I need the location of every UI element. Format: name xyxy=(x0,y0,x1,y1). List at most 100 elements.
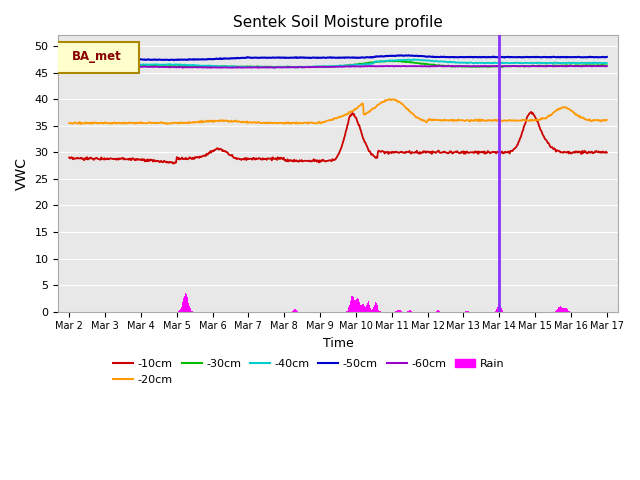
-40cm xyxy=(410,57,418,62)
FancyBboxPatch shape xyxy=(56,42,140,72)
-50cm xyxy=(65,55,73,60)
Line: -10cm: -10cm xyxy=(69,112,607,164)
-10cm xyxy=(131,157,138,163)
-40cm xyxy=(271,65,278,71)
Bar xyxy=(497,307,498,312)
Bar xyxy=(348,310,349,312)
Title: Sentek Soil Moisture profile: Sentek Soil Moisture profile xyxy=(233,15,443,30)
Bar xyxy=(370,308,371,312)
-60cm xyxy=(131,64,138,70)
-30cm xyxy=(404,59,412,65)
Bar xyxy=(559,307,560,312)
-20cm xyxy=(404,107,412,112)
Bar xyxy=(364,306,365,312)
Bar xyxy=(353,297,354,312)
Bar xyxy=(561,307,563,312)
Bar xyxy=(180,309,181,312)
-60cm xyxy=(185,65,193,71)
-50cm xyxy=(404,52,412,58)
Bar xyxy=(397,311,398,312)
-40cm xyxy=(213,63,221,69)
Bar xyxy=(437,310,438,312)
X-axis label: Time: Time xyxy=(323,337,353,350)
Bar xyxy=(348,307,349,312)
Bar xyxy=(374,303,376,312)
-10cm xyxy=(527,109,535,115)
-40cm xyxy=(603,60,611,66)
Bar xyxy=(563,308,564,312)
Bar xyxy=(498,304,499,312)
Bar xyxy=(438,310,439,312)
-50cm xyxy=(420,53,428,59)
Bar xyxy=(188,300,189,312)
-40cm xyxy=(65,62,73,68)
-30cm xyxy=(131,63,138,69)
Bar xyxy=(179,311,180,312)
Bar xyxy=(293,310,294,312)
-20cm xyxy=(603,117,611,123)
Bar xyxy=(352,296,353,312)
-50cm xyxy=(603,54,611,60)
-20cm xyxy=(131,120,138,126)
Bar xyxy=(397,310,399,312)
Bar xyxy=(371,310,372,312)
Bar xyxy=(361,305,362,312)
Bar xyxy=(182,302,183,312)
Bar xyxy=(359,302,360,312)
Bar xyxy=(560,306,561,312)
Bar xyxy=(568,311,569,312)
Bar xyxy=(292,311,293,312)
-50cm xyxy=(170,57,178,63)
Bar xyxy=(561,307,562,312)
-50cm xyxy=(186,56,193,62)
Bar xyxy=(376,303,377,312)
-30cm xyxy=(185,63,193,69)
Line: -30cm: -30cm xyxy=(69,61,607,67)
Bar xyxy=(179,311,180,312)
Bar xyxy=(467,311,468,312)
Bar xyxy=(564,308,565,312)
-30cm xyxy=(213,64,221,70)
Bar xyxy=(566,308,567,312)
Bar xyxy=(369,305,370,312)
Text: BA_met: BA_met xyxy=(72,50,122,63)
Bar xyxy=(190,308,191,312)
-40cm xyxy=(131,61,138,67)
Bar xyxy=(372,309,373,312)
Bar xyxy=(379,311,380,312)
Bar xyxy=(357,298,358,312)
-60cm xyxy=(255,65,262,71)
Bar xyxy=(184,296,185,312)
-60cm xyxy=(65,63,73,69)
Bar xyxy=(501,308,502,312)
Bar xyxy=(297,311,298,312)
Bar xyxy=(358,299,359,312)
-10cm xyxy=(603,150,611,156)
-10cm xyxy=(186,155,193,160)
Bar xyxy=(181,308,182,312)
Bar xyxy=(183,299,184,312)
Bar xyxy=(294,309,296,312)
-10cm xyxy=(404,149,412,155)
-10cm xyxy=(170,161,178,167)
-20cm xyxy=(186,120,193,126)
Bar xyxy=(189,306,190,312)
-60cm xyxy=(420,63,428,69)
-60cm xyxy=(75,63,83,69)
Line: -40cm: -40cm xyxy=(69,60,607,68)
-30cm xyxy=(294,64,302,70)
Bar xyxy=(355,300,356,312)
Bar xyxy=(351,296,352,312)
-60cm xyxy=(435,63,443,69)
Bar xyxy=(187,297,188,312)
Bar xyxy=(399,310,400,312)
Bar xyxy=(400,311,401,312)
Bar xyxy=(378,310,379,312)
Bar xyxy=(366,305,367,312)
-20cm xyxy=(163,121,170,127)
Bar xyxy=(466,311,467,312)
Bar xyxy=(350,301,351,312)
-20cm xyxy=(75,120,83,126)
-40cm xyxy=(420,58,428,63)
-30cm xyxy=(387,58,394,64)
